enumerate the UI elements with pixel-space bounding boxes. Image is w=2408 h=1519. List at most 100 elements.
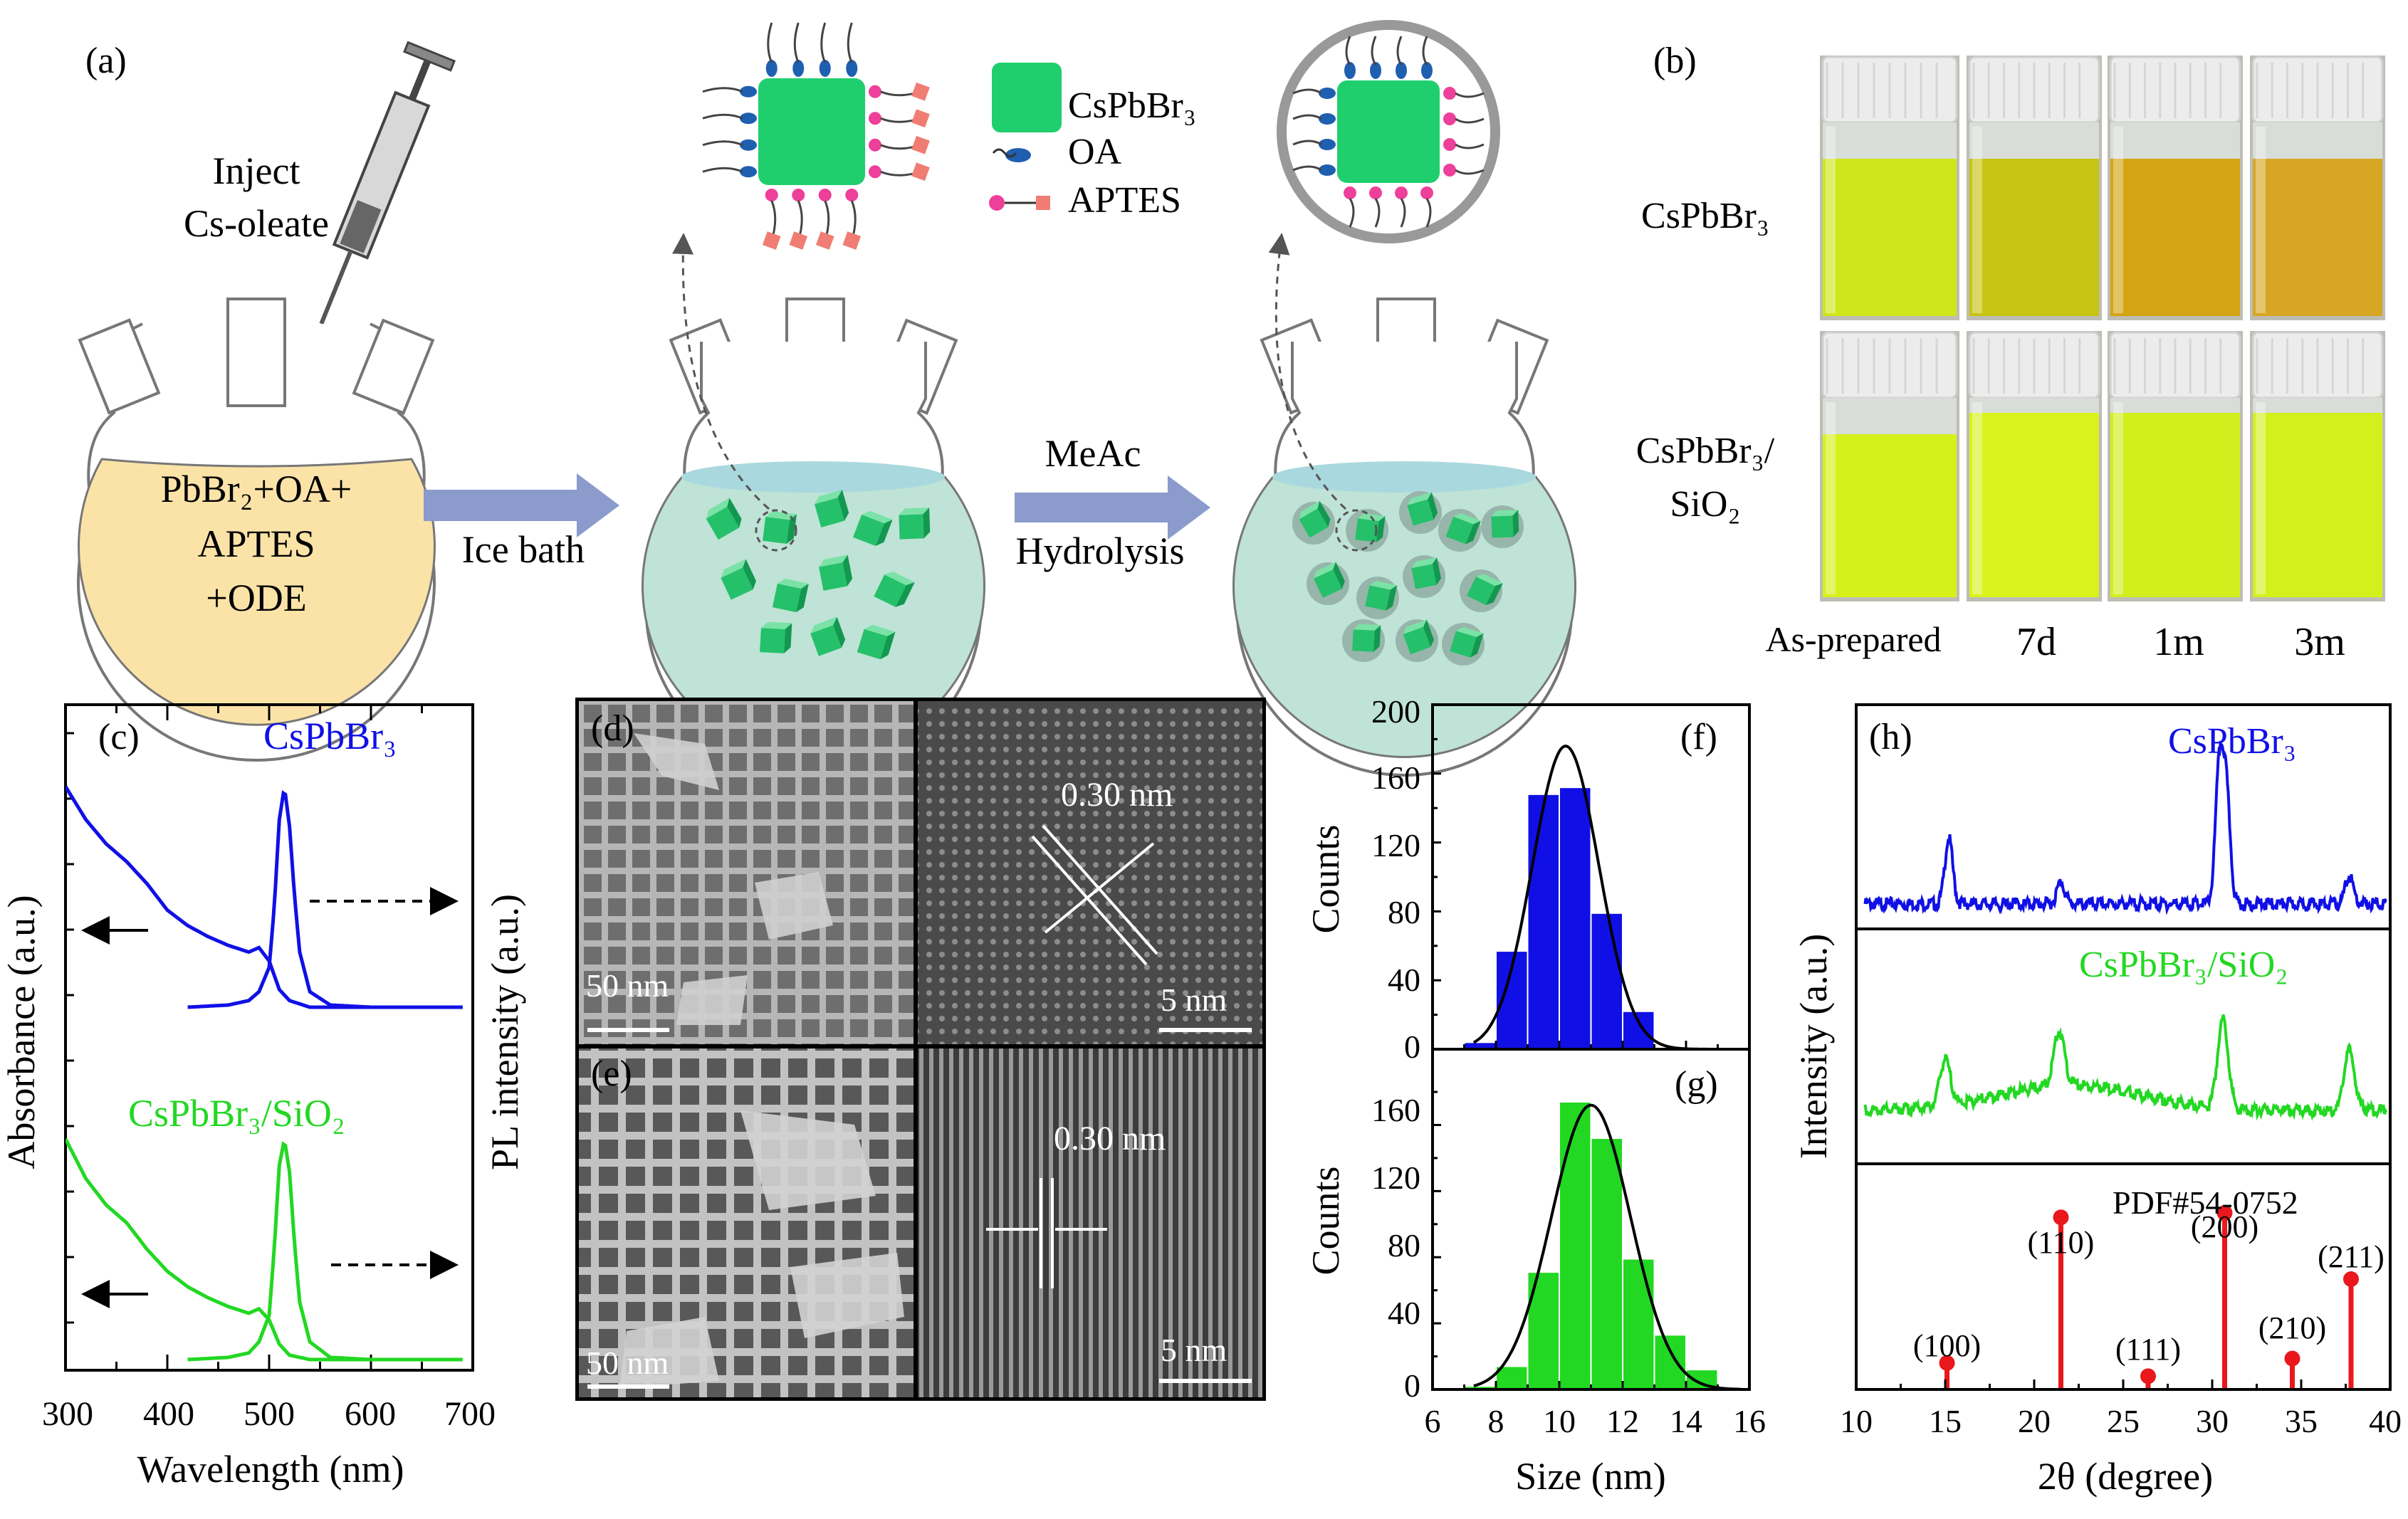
nanocube-face (810, 625, 842, 656)
glass-highlight (1972, 127, 1982, 313)
nanocube-cluster (706, 489, 931, 660)
aptes-ligand (1443, 87, 1456, 100)
aptes-ligand (1344, 186, 1356, 199)
panel-f-label: (f) (1680, 717, 1717, 757)
ylabel-counts-g: Counts (1304, 1166, 1347, 1275)
nanocube-top (1299, 500, 1320, 520)
nanocube-top (862, 510, 893, 524)
panel-c-label: (c) (98, 717, 140, 757)
tem-image-e-high (918, 1048, 1262, 1397)
f-ytick-80: 80 (1388, 894, 1420, 930)
histogram-bar (1590, 912, 1623, 1050)
nanocube-side (1423, 619, 1435, 647)
arrow1-label: Ice bath (462, 528, 585, 571)
oa-ligand (1344, 62, 1356, 79)
xlabel-wavelength: Wavelength (nm) (137, 1448, 404, 1491)
aptes-ligand (1369, 186, 1382, 199)
arrow-hydrolysis (1015, 475, 1210, 540)
aptes-ligand (845, 189, 859, 201)
coated-nanocube (1491, 510, 1519, 538)
scale-e-high: 5 nm (1161, 1332, 1227, 1368)
nanocube-side (1373, 625, 1381, 652)
hkl-label: (211) (2318, 1239, 2385, 1274)
coated-nanocube (1445, 513, 1481, 545)
spectra-c (66, 785, 463, 1362)
nanocube (874, 572, 915, 607)
nanocube-top (765, 511, 797, 520)
panel-d-label: (d) (591, 708, 634, 749)
oa-ligand (765, 60, 778, 77)
nanocube (760, 621, 792, 653)
h-xtick-35: 35 (2285, 1403, 2318, 1439)
nanocube-top (777, 578, 809, 589)
zoom-circle (755, 509, 797, 552)
nanocube-face (1466, 576, 1496, 606)
oa-ligand (740, 139, 757, 151)
nanocrystal-oa-aptes (702, 22, 930, 250)
vial-photo (1820, 56, 1959, 320)
coated-nanocube (1365, 581, 1398, 611)
nanocube-top (884, 572, 915, 586)
oa-ligand (846, 60, 858, 77)
nanocube-top (1353, 624, 1381, 631)
glass-highlight (1972, 402, 1982, 594)
zoom-arrow (672, 233, 770, 510)
f-ytick-40: 40 (1388, 962, 1420, 998)
legend-a: CsPbBr₃ OA APTES (989, 63, 1196, 221)
col-1m: 1m (2153, 620, 2204, 664)
g-ytick-80: 80 (1388, 1227, 1420, 1263)
nanocube (857, 624, 896, 660)
nanocube-face (899, 514, 924, 540)
nanocube-face (760, 628, 785, 653)
oa-ligand (1370, 62, 1381, 79)
nanocube-top (1476, 574, 1503, 587)
vial-liquid (1823, 159, 1957, 316)
xrd-pattern-composite (1863, 1014, 2388, 1121)
tem-image-d-low (579, 701, 914, 1044)
ligand-tail (767, 22, 773, 63)
nanocube-top (1411, 557, 1438, 569)
h-xtick-40: 40 (2369, 1403, 2402, 1439)
nanocube-top (864, 624, 896, 636)
nanocube-face (819, 562, 847, 591)
panel-b-label: (b) (1653, 41, 1697, 81)
vial-photo (2250, 56, 2385, 320)
nanocube-side (923, 508, 931, 539)
fg-xtick-10: 10 (1543, 1403, 1576, 1439)
nanocube-side (875, 520, 893, 546)
histogram-bar (1622, 1010, 1655, 1051)
axis-ticks-c (64, 705, 474, 1370)
nanocube-top (819, 554, 848, 567)
fg-xtick-14: 14 (1670, 1403, 1702, 1439)
tem-image-d-high (918, 701, 1262, 1044)
nanocube-top (1369, 581, 1398, 590)
vial-liquid (2253, 159, 2382, 316)
nanocube (763, 511, 797, 544)
nanocube-top (814, 489, 842, 505)
vial-photo (2108, 56, 2243, 320)
coated-nanocube (1314, 562, 1345, 598)
nanocube-face (706, 506, 740, 540)
coated-nanocube (1411, 557, 1441, 589)
ylabel-absorbance: Absorbance (a.u.) (0, 895, 43, 1169)
h-xtick-20: 20 (2018, 1403, 2051, 1439)
nanocube-side (842, 554, 853, 587)
aptes-ligand (869, 112, 881, 125)
nanocube-face (1445, 516, 1474, 545)
nanocube-face (1352, 629, 1375, 652)
scale-d-low: 50 nm (586, 967, 669, 1004)
f-ytick-200: 200 (1371, 693, 1420, 730)
f-ytick-160: 160 (1371, 760, 1420, 796)
panel-g-label: (g) (1675, 1064, 1718, 1105)
h-xtick-15: 15 (1929, 1403, 1962, 1439)
aptes-end-group (815, 231, 834, 250)
glass-highlight (2113, 127, 2123, 313)
legend-cube-icon (992, 63, 1062, 132)
nanocube-face (1450, 631, 1477, 658)
plot-frame-g (1431, 1048, 1751, 1391)
ligand-tail (820, 22, 827, 63)
fg-xtick-16: 16 (1733, 1403, 1766, 1439)
glass-highlight (2113, 402, 2123, 594)
ligand-tail (1292, 114, 1322, 120)
